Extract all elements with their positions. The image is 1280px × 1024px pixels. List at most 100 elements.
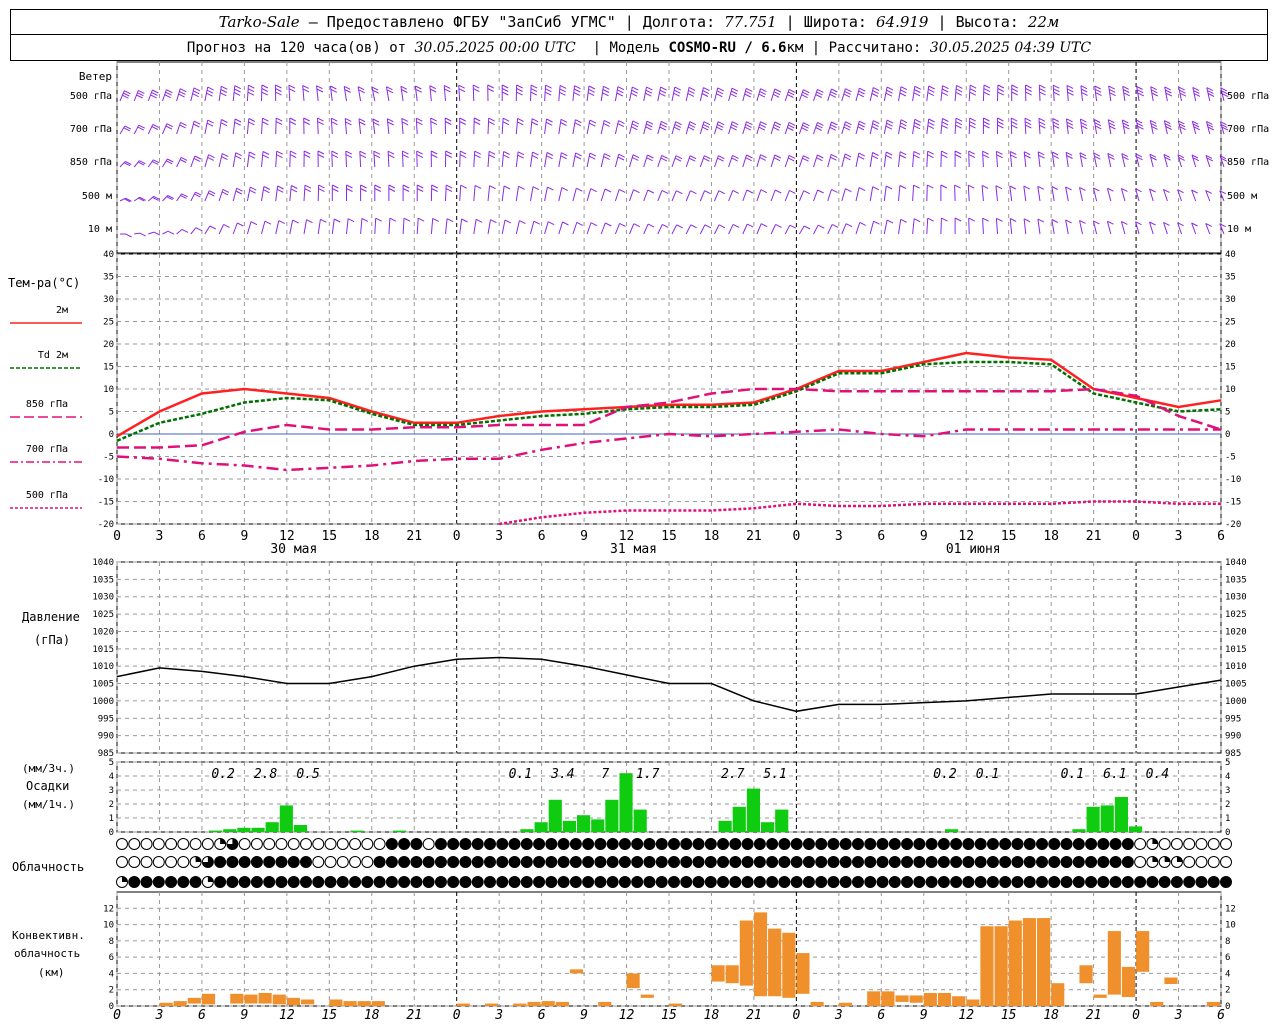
cloud-symbol (496, 856, 509, 868)
wind-barb (133, 160, 146, 168)
cloud-symbol (410, 838, 423, 850)
wind-barb (176, 228, 189, 235)
x-tick-label: 18 (704, 529, 720, 544)
cloud-symbol (815, 838, 828, 850)
wind-barb (288, 84, 296, 102)
convective-bar (753, 912, 768, 997)
wind-barb (232, 152, 242, 168)
wind-barb (402, 217, 411, 235)
wind-barb (558, 118, 568, 135)
cloud-symbol (925, 838, 938, 850)
wind-barb (954, 150, 962, 167)
wind-barb (869, 152, 879, 168)
cloud-symbol (864, 876, 877, 888)
wind-barb (912, 118, 922, 135)
wind-barb (387, 150, 395, 168)
wind-barb (813, 154, 824, 168)
cloud-symbol (692, 876, 705, 888)
wind-barb (218, 153, 229, 168)
x-tick-label-bottom: 6 (877, 1008, 885, 1023)
wind-barb (358, 118, 366, 135)
wind-barb (400, 85, 408, 102)
convective-bar (669, 1003, 683, 1006)
cloud-fill (202, 856, 214, 868)
wind-barb (1065, 151, 1073, 168)
cloud-symbol (385, 838, 398, 850)
cloud-symbol (557, 856, 570, 868)
convective-bar (187, 997, 201, 1004)
cloud-symbol (287, 876, 300, 888)
temperature-ytick-right: 25 (1225, 318, 1236, 328)
x-tick-label-bottom: 6 (1217, 1008, 1225, 1023)
wind-barb (343, 85, 351, 102)
pressure-ytick-right: 1035 (1225, 575, 1247, 585)
cloud-symbol (582, 856, 595, 868)
cloud-symbol (496, 838, 509, 850)
precip-bar (746, 788, 760, 832)
wind-barb (827, 153, 838, 168)
cloud-symbol (1085, 876, 1098, 888)
wind-barb (218, 223, 230, 235)
x-tick-label: 3 (1175, 529, 1183, 544)
cloud-symbol (1023, 856, 1036, 868)
convective-bar (1022, 918, 1036, 1006)
cloud-symbol (802, 876, 815, 888)
cloud-symbol (275, 856, 288, 868)
wind-barb (1205, 222, 1212, 235)
precip-bar (237, 827, 251, 832)
cloud-symbol (422, 838, 435, 850)
wind-level-right: 700 гПа (1227, 124, 1269, 135)
wind-barb (1093, 152, 1101, 168)
cloud-symbol (778, 876, 791, 888)
wind-barb (147, 123, 160, 135)
x-tick-label-bottom: 6 (198, 1008, 206, 1023)
wind-barb (416, 184, 424, 201)
wind-barb (303, 219, 313, 235)
cloud-symbol (986, 856, 999, 868)
wind-barb (1149, 221, 1156, 235)
wind-barb (855, 221, 867, 235)
temperature-ytick-right: 10 (1225, 385, 1236, 395)
precip-bar (605, 799, 619, 832)
cloud-symbol (668, 876, 680, 888)
wind-barb (1023, 151, 1031, 168)
cloud-symbol (974, 838, 987, 850)
x-tick-label-bottom: 0 (792, 1008, 800, 1023)
wind-barb (443, 84, 451, 102)
wind-barb (770, 223, 782, 235)
x-tick-label-bottom: 12 (619, 1008, 635, 1023)
wind-barb (401, 150, 409, 168)
cloud-symbol (226, 876, 239, 888)
calc-time: 30.05.2025 04:39 UTC (929, 39, 1092, 56)
cloud-symbol (410, 876, 423, 888)
wind-barb (614, 188, 626, 202)
wind-barb (954, 217, 962, 234)
cloud-symbol (287, 838, 300, 850)
convective-ytick-right: 4 (1225, 969, 1230, 979)
wind-barb (770, 121, 782, 135)
cloud-fill (207, 876, 214, 882)
wind-barb (600, 222, 612, 235)
wind-barb (388, 184, 396, 201)
wind-barb (714, 155, 725, 168)
cloud-symbol (447, 838, 460, 850)
precip-bar (548, 799, 562, 832)
wind-barb (246, 118, 256, 135)
cloud-symbol (962, 876, 975, 888)
cloud-symbol (300, 856, 312, 868)
cloud-symbol (287, 856, 300, 868)
wind-barb (458, 84, 466, 102)
wind-barb (1009, 185, 1017, 202)
precip-ytick-left: 5 (109, 758, 114, 768)
cloud-symbol (643, 876, 656, 888)
cloud-symbol (631, 856, 644, 868)
convective-bar (768, 928, 782, 997)
x-tick-label-bottom: 21 (1086, 1008, 1102, 1023)
wind-barb (572, 187, 583, 202)
wind-barb (586, 188, 597, 202)
convective-bar (867, 991, 881, 1006)
wind-barb (459, 117, 466, 134)
cloud-symbol (349, 838, 362, 850)
wind-barb (275, 185, 284, 202)
